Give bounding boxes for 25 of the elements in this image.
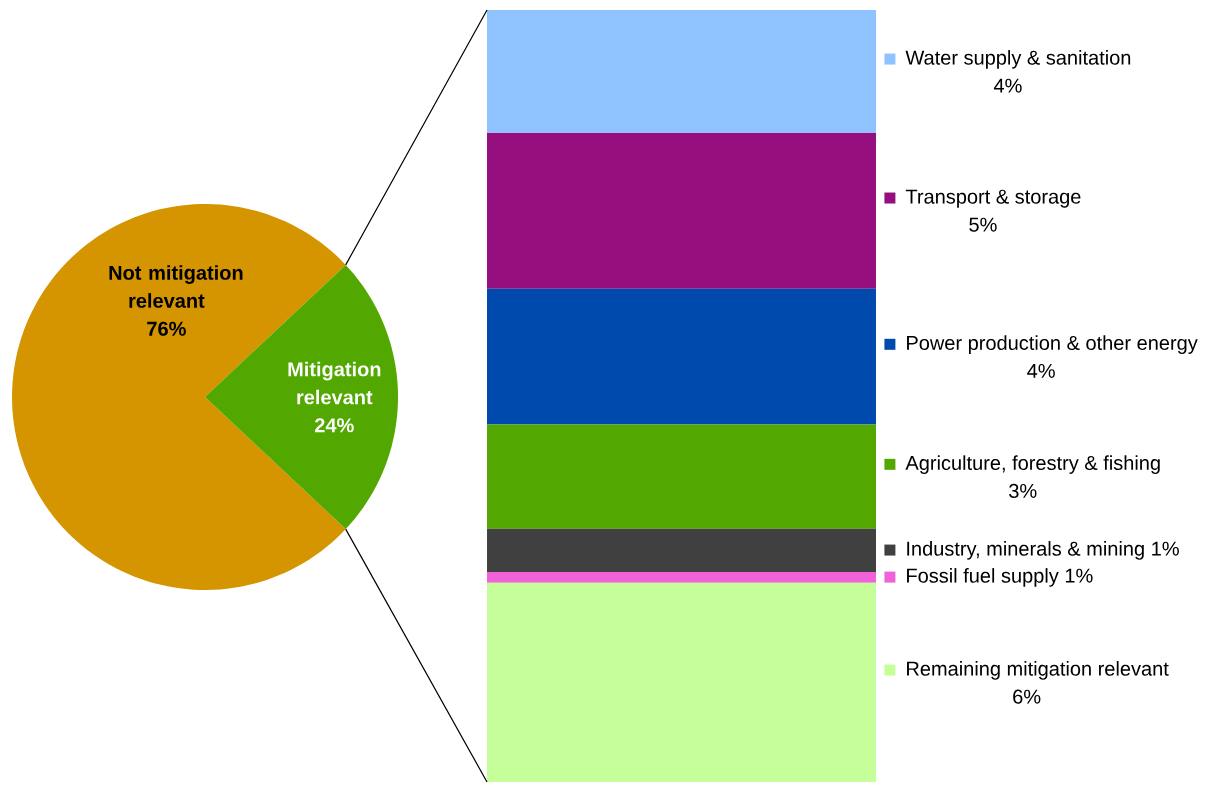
legend-label: Power production & other energy <box>907 335 1198 354</box>
legend-label: Industry, minerals & mining <box>907 541 1144 560</box>
text: 5% <box>969 217 997 232</box>
text: 6% <box>1013 689 1041 704</box>
legend-label: Agriculture, forestry & fishing <box>905 455 1160 474</box>
legend-label: Fossil fuel supply <box>907 568 1059 587</box>
data-label: 24% <box>314 418 354 433</box>
slice-label: Mitigation relevant <box>288 361 381 405</box>
bar <box>487 9 877 133</box>
legend-label: Transport & storage <box>905 189 1081 208</box>
data-label: 76% <box>147 321 186 336</box>
bar <box>487 572 877 583</box>
legend-label: Remaining mitigation relevant <box>907 661 1169 680</box>
text: 3% <box>1009 483 1037 499</box>
bar <box>487 528 877 573</box>
bar <box>487 288 877 425</box>
bar <box>487 132 877 289</box>
bar <box>487 424 877 529</box>
bar <box>487 582 877 782</box>
text: 1% <box>1152 541 1179 556</box>
slice-label: Not mitigation relevant <box>109 265 243 308</box>
legend-label: Water supply & sanitation <box>905 50 1131 69</box>
text: 4% <box>1027 363 1055 378</box>
text: 1% <box>1065 568 1093 583</box>
text: 4% <box>993 78 1022 93</box>
